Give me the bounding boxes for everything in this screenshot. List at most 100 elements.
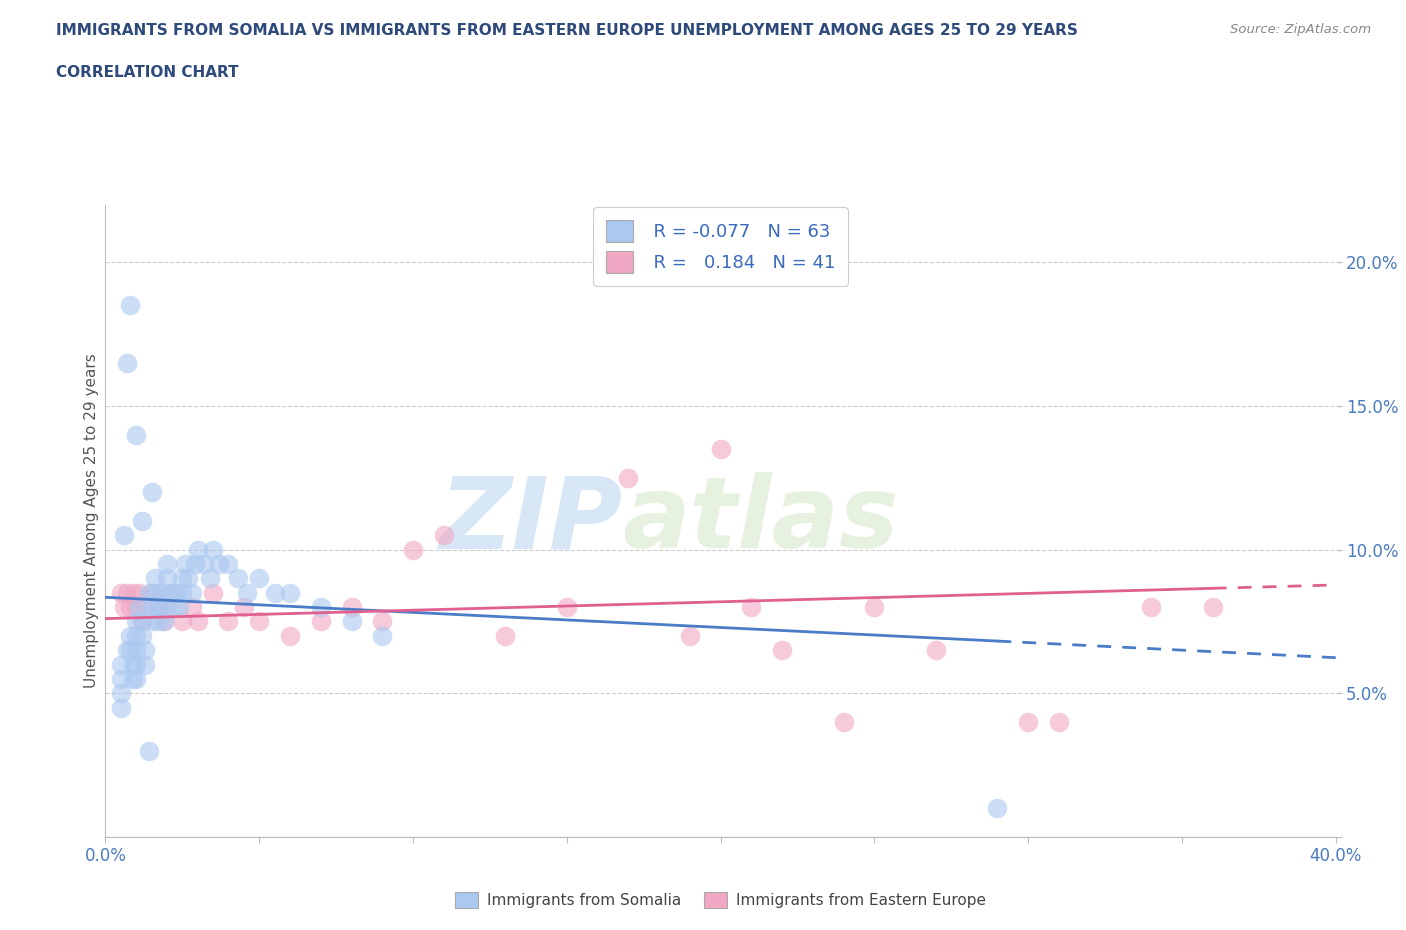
Point: [115, 355, 138, 370]
Point: [494, 629, 516, 644]
Point: [172, 585, 194, 600]
Point: [555, 600, 578, 615]
Point: [138, 743, 160, 758]
Point: [371, 629, 394, 644]
Point: [402, 542, 425, 557]
Point: [177, 571, 200, 586]
Point: [125, 614, 148, 629]
Point: [986, 801, 1008, 816]
Point: [202, 542, 225, 557]
Point: [1017, 714, 1039, 729]
Point: [134, 643, 156, 658]
Point: [208, 556, 231, 571]
Point: [187, 614, 209, 629]
Point: [162, 600, 184, 615]
Point: [740, 600, 762, 615]
Point: [141, 485, 163, 499]
Point: [120, 643, 141, 658]
Point: [617, 471, 640, 485]
Point: [232, 600, 254, 615]
Point: [165, 585, 187, 600]
Point: [169, 600, 191, 615]
Point: [156, 556, 179, 571]
Point: [340, 600, 363, 615]
Point: [125, 629, 148, 644]
Point: [925, 643, 948, 658]
Point: [187, 542, 209, 557]
Point: [278, 629, 301, 644]
Point: [863, 600, 886, 615]
Point: [340, 614, 363, 629]
Point: [770, 643, 793, 658]
Legend: Immigrants from Somalia, Immigrants from Eastern Europe: Immigrants from Somalia, Immigrants from…: [449, 885, 993, 914]
Point: [149, 585, 172, 600]
Point: [138, 585, 160, 600]
Text: atlas: atlas: [621, 472, 898, 569]
Point: [1047, 714, 1070, 729]
Text: CORRELATION CHART: CORRELATION CHART: [56, 65, 239, 80]
Point: [125, 671, 148, 686]
Point: [679, 629, 702, 644]
Point: [247, 571, 270, 586]
Point: [159, 585, 181, 600]
Point: [110, 685, 132, 700]
Point: [120, 600, 141, 615]
Point: [141, 585, 163, 600]
Point: [141, 614, 163, 629]
Point: [131, 614, 153, 629]
Point: [128, 585, 150, 600]
Point: [153, 614, 176, 629]
Point: [122, 671, 145, 686]
Point: [174, 556, 197, 571]
Text: Source: ZipAtlas.com: Source: ZipAtlas.com: [1230, 23, 1371, 36]
Point: [202, 585, 225, 600]
Point: [125, 600, 148, 615]
Point: [122, 658, 145, 672]
Point: [143, 571, 166, 586]
Point: [131, 513, 153, 528]
Point: [125, 658, 148, 672]
Point: [115, 643, 138, 658]
Text: IMMIGRANTS FROM SOMALIA VS IMMIGRANTS FROM EASTERN EUROPE UNEMPLOYMENT AMONG AGE: IMMIGRANTS FROM SOMALIA VS IMMIGRANTS FR…: [56, 23, 1078, 38]
Point: [131, 629, 153, 644]
Point: [156, 600, 179, 615]
Point: [162, 585, 184, 600]
Point: [115, 585, 138, 600]
Point: [120, 298, 141, 312]
Point: [131, 614, 153, 629]
Point: [172, 614, 194, 629]
Y-axis label: Unemployment Among Ages 25 to 29 years: Unemployment Among Ages 25 to 29 years: [83, 353, 98, 688]
Point: [134, 600, 156, 615]
Point: [125, 427, 148, 442]
Point: [433, 527, 456, 542]
Point: [710, 442, 733, 457]
Point: [146, 600, 169, 615]
Point: [110, 585, 132, 600]
Text: ZIP: ZIP: [439, 472, 621, 569]
Point: [193, 556, 215, 571]
Point: [143, 585, 166, 600]
Point: [146, 614, 169, 629]
Point: [110, 700, 132, 715]
Point: [149, 600, 172, 615]
Point: [156, 571, 179, 586]
Point: [172, 571, 194, 586]
Point: [1140, 600, 1163, 615]
Point: [226, 571, 249, 586]
Point: [122, 585, 145, 600]
Point: [110, 658, 132, 672]
Point: [278, 585, 301, 600]
Point: [128, 600, 150, 615]
Point: [134, 658, 156, 672]
Point: [141, 600, 163, 615]
Point: [183, 556, 205, 571]
Point: [309, 614, 332, 629]
Point: [832, 714, 855, 729]
Point: [218, 556, 240, 571]
Point: [180, 600, 202, 615]
Point: [112, 527, 135, 542]
Point: [371, 614, 394, 629]
Point: [309, 600, 332, 615]
Point: [218, 614, 240, 629]
Point: [198, 571, 221, 586]
